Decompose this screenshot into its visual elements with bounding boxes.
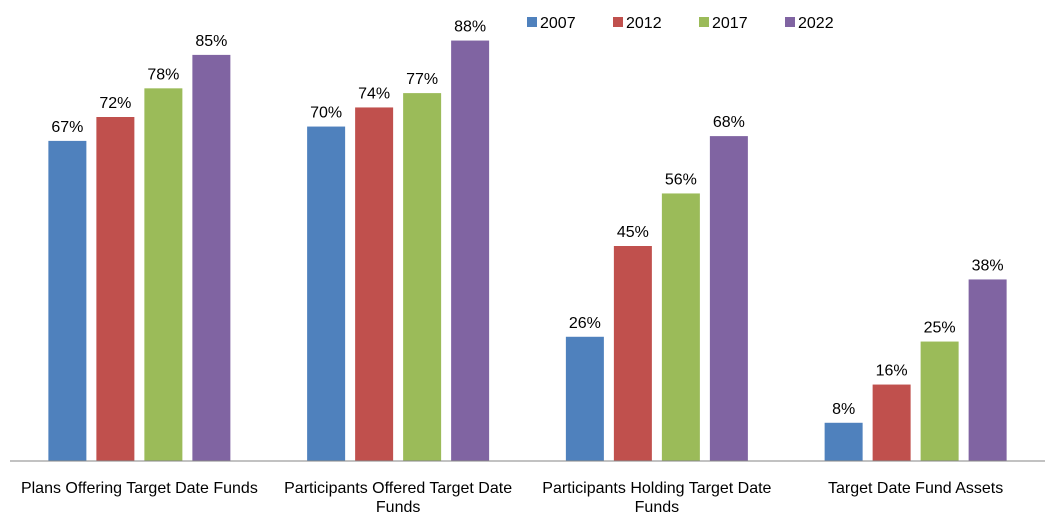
bar: [565, 336, 604, 461]
data-label: 77%: [406, 71, 438, 88]
legend-swatch: [527, 17, 537, 27]
legend-label: 2007: [540, 15, 576, 32]
bar: [403, 93, 442, 461]
bar: [872, 384, 911, 461]
data-label: 85%: [195, 33, 227, 50]
bar: [96, 117, 135, 461]
data-label: 26%: [569, 315, 601, 332]
legend-label: 2022: [798, 15, 834, 32]
data-label: 25%: [924, 320, 956, 337]
data-label: 38%: [972, 257, 1004, 274]
data-label: 45%: [617, 224, 649, 241]
legend-label: 2017: [712, 15, 748, 32]
x-tick-label: Target Date Fund Assets: [828, 480, 1004, 497]
bar: [144, 88, 183, 461]
x-tick-label: Plans Offering Target Date Funds: [20, 480, 258, 497]
bar: [920, 341, 959, 461]
legend-swatch: [613, 17, 623, 27]
data-label: 56%: [665, 171, 697, 188]
legend-label: 2012: [626, 15, 662, 32]
data-label: 78%: [147, 66, 179, 83]
bar: [355, 107, 394, 461]
x-tick-label: Participants Holding Target Date Funds: [542, 480, 772, 516]
data-label: 8%: [832, 401, 855, 418]
bar: [968, 279, 1007, 461]
bar: [613, 246, 652, 461]
bar: [192, 54, 231, 462]
data-label: 68%: [713, 114, 745, 131]
x-tick-label: Participants Offered Target Date Funds: [284, 480, 513, 516]
data-label: 88%: [454, 19, 486, 36]
bar: [661, 193, 700, 461]
bar: [709, 136, 748, 461]
bar: [451, 40, 490, 462]
data-label: 67%: [51, 119, 83, 136]
legend-swatch: [699, 17, 709, 27]
data-label: 16%: [876, 363, 908, 380]
data-label: 72%: [99, 95, 131, 112]
data-label: 74%: [358, 85, 390, 102]
legend-swatch: [785, 17, 795, 27]
data-label: 70%: [310, 105, 342, 122]
bar: [48, 140, 87, 461]
bar: [307, 126, 346, 462]
bar: [824, 422, 863, 461]
